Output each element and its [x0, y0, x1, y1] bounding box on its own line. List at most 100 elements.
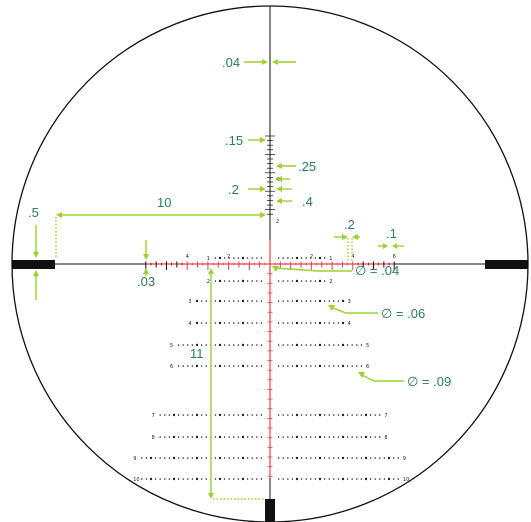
- holdover-dot: [182, 365, 184, 367]
- holdover-dot: [291, 457, 294, 459]
- holdover-dot: [251, 414, 253, 416]
- holdover-dot: [241, 256, 245, 260]
- holdover-dot: [328, 322, 330, 324]
- holdover-dot: [295, 279, 299, 283]
- holdover-level-label-right: 1: [329, 256, 332, 262]
- holdover-dot: [228, 257, 230, 259]
- holdover-dot: [187, 414, 189, 416]
- holdover-dot: [318, 477, 322, 481]
- holdover-dot: [154, 478, 157, 480]
- holdover-dot: [337, 322, 340, 324]
- holdover-dot: [300, 280, 303, 282]
- holdover-dot: [337, 300, 340, 302]
- holdover-dot: [383, 478, 386, 480]
- holdover-dot: [205, 436, 207, 438]
- holdover-dot: [246, 457, 249, 459]
- holdover-dot: [310, 300, 312, 302]
- holdover-dot: [241, 343, 245, 347]
- holdover-dot: [341, 364, 345, 368]
- holdover-level-label-right: 8: [384, 435, 387, 441]
- holdover-dot: [191, 436, 194, 438]
- holdover-dot: [314, 478, 317, 480]
- holdover-dot: [223, 414, 226, 416]
- holdover-dot: [337, 414, 340, 416]
- holdover-dot: [177, 414, 180, 416]
- dim-post-to-bottom: 11: [190, 346, 204, 361]
- holdover-dot: [251, 322, 253, 324]
- holdover-dot: [223, 280, 226, 282]
- holdover-dot: [168, 436, 171, 438]
- holdover-dot: [172, 435, 176, 439]
- holdover-dot: [277, 280, 280, 282]
- holdover-dot: [195, 343, 199, 347]
- holdover-dot: [218, 343, 222, 347]
- holdover-dot: [223, 436, 226, 438]
- holdover-dot: [300, 478, 303, 480]
- holdover-dot: [328, 300, 330, 302]
- holdover-dot: [282, 280, 284, 282]
- holdover-dot: [260, 478, 263, 480]
- holdover-dot: [328, 414, 330, 416]
- holdover-level-label-left: 5: [170, 343, 173, 349]
- holdover-level-label-right: 9: [403, 456, 406, 462]
- holdover-dot: [241, 413, 245, 417]
- holdover-dot: [310, 365, 312, 367]
- holdover-dot: [364, 413, 368, 417]
- holdover-dot: [323, 344, 326, 346]
- holdover-dot: [356, 478, 358, 480]
- holdover-dot: [328, 478, 330, 480]
- holdover-dot: [228, 322, 230, 324]
- holdover-dot: [310, 414, 312, 416]
- holdover-dot: [291, 365, 294, 367]
- holdover-dot: [218, 413, 222, 417]
- holdover-dot: [260, 365, 263, 367]
- holdover-dot: [356, 365, 358, 367]
- holdover-dot: [172, 477, 176, 481]
- holdover-dot: [145, 457, 148, 459]
- holdover-dot: [323, 280, 326, 282]
- holdover-dot: [346, 414, 349, 416]
- dim-dot-size: .1: [386, 226, 397, 241]
- holdover-dot: [191, 478, 194, 480]
- holdover-dot: [287, 322, 289, 324]
- holdover-dot: [300, 257, 303, 259]
- holdover-dot: [251, 344, 253, 346]
- holdover-dot: [374, 457, 376, 459]
- holdover-dot: [277, 478, 280, 480]
- holdover-dot: [228, 478, 230, 480]
- holdover-dot: [318, 299, 322, 303]
- holdover-dot: [323, 322, 326, 324]
- holdover-level-label-left: 10: [133, 477, 139, 483]
- holdover-level-label-left: 1: [207, 256, 210, 262]
- holdover-dot: [233, 257, 235, 259]
- holdover-dot: [323, 300, 326, 302]
- holdover-dot: [200, 436, 203, 438]
- holdover-dot: [379, 478, 381, 480]
- holdover-dot: [251, 300, 253, 302]
- holdover-dot: [200, 414, 203, 416]
- holdover-dot: [223, 322, 226, 324]
- holdover-dot: [177, 457, 180, 459]
- holdover-dot: [233, 344, 235, 346]
- holdover-dot: [291, 436, 294, 438]
- dim-center-dot: ∅ = .04: [355, 263, 399, 278]
- holdover-dot: [251, 365, 253, 367]
- holdover-dot: [251, 436, 253, 438]
- holdover-level-label-right: 4: [348, 321, 351, 327]
- holdover-dot: [300, 322, 303, 324]
- holdover-dot: [300, 300, 303, 302]
- holdover-dot: [159, 436, 161, 438]
- holdover-dot: [237, 257, 240, 259]
- holdover-dot: [318, 256, 322, 260]
- holdover-dot: [228, 436, 230, 438]
- holdover-dot: [205, 344, 207, 346]
- holdover-dot: [346, 365, 349, 367]
- holdover-dot: [228, 300, 230, 302]
- holdover-dot: [314, 344, 317, 346]
- holdover-dot: [300, 344, 303, 346]
- holdover-dot: [177, 365, 180, 367]
- holdover-level-label-right: 7: [384, 413, 387, 419]
- dim-upper-tick-spacing: .25: [298, 159, 316, 174]
